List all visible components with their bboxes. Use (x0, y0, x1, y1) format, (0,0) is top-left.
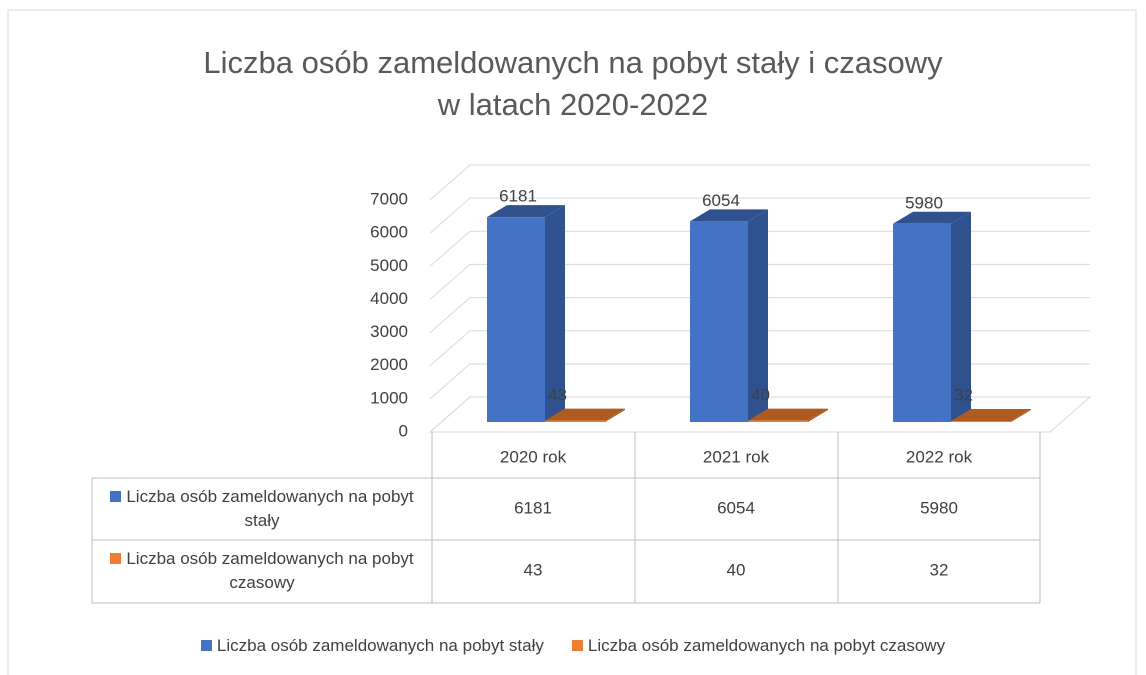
data-label: 32 (954, 385, 973, 404)
legend: Liczba osób zameldowanych na pobyt stały… (0, 636, 1146, 656)
grid-line (429, 297, 1090, 333)
bar-top (545, 408, 625, 421)
row-header: Liczba osób zameldowanych na pobyt czaso… (92, 547, 432, 595)
grid-line (429, 197, 1090, 234)
chart-border (7, 9, 1137, 675)
legend-swatch (571, 640, 583, 651)
bar-top (951, 408, 1031, 421)
row-header-label: Liczba osób zameldowanych na pobyt stały (126, 487, 414, 530)
y-tick-label: 6000 (370, 223, 408, 242)
bar-top (690, 209, 768, 222)
bar (951, 420, 1011, 422)
grid-line (429, 263, 1090, 300)
y-tick-label: 2000 (370, 355, 408, 374)
grid-line (429, 396, 1090, 433)
table-cell: 40 (727, 560, 746, 579)
bar (487, 217, 545, 422)
bar-top (487, 205, 565, 218)
grid-line (429, 164, 1090, 201)
legend-item: Liczba osób zameldowanych na pobyt stały (200, 636, 544, 655)
y-tick-label: 0 (399, 421, 408, 440)
legend-label: Liczba osób zameldowanych na pobyt stały (216, 636, 544, 655)
bar-side (1011, 408, 1031, 422)
table-cell: 6054 (717, 498, 755, 517)
row-header: Liczba osób zameldowanych na pobyt stały (92, 485, 432, 533)
grid-line (429, 230, 1090, 267)
legend-swatch (110, 491, 122, 502)
data-label: 43 (548, 385, 567, 404)
data-label: 6054 (702, 191, 740, 210)
legend-swatch (200, 640, 212, 651)
bar-side (748, 209, 768, 422)
table-cell: 43 (524, 560, 543, 579)
bar (690, 221, 748, 422)
data-label: 5980 (905, 193, 943, 212)
table-cell: 5980 (920, 498, 958, 517)
legend-swatch (110, 553, 122, 564)
chart-title: Liczba osób zameldowanych na pobyt stały… (203, 45, 943, 122)
y-tick-label: 7000 (370, 189, 408, 208)
grid-line (429, 363, 1090, 400)
bar-side (545, 205, 565, 422)
bar-top (893, 211, 971, 224)
bar-side (808, 408, 828, 422)
y-tick-label: 3000 (370, 322, 408, 341)
bar-side (951, 211, 971, 422)
bar-side (605, 408, 625, 422)
data-label: 40 (751, 385, 770, 404)
bar (545, 420, 605, 422)
y-tick-label: 4000 (370, 289, 408, 308)
bar (748, 420, 808, 422)
table-cell: 6181 (514, 498, 552, 517)
legend-item: Liczba osób zameldowanych na pobyt czaso… (571, 636, 946, 655)
table-cell: 32 (930, 560, 949, 579)
y-tick-label: 5000 (370, 256, 408, 275)
bar-top (748, 408, 828, 421)
bar (893, 223, 951, 422)
x-tick-label: 2022 rok (906, 447, 973, 466)
legend-label: Liczba osób zameldowanych na pobyt czaso… (587, 636, 946, 655)
x-tick-label: 2021 rok (703, 447, 770, 466)
data-label: 6181 (499, 187, 537, 206)
y-tick-label: 1000 (370, 388, 408, 407)
grid-line (429, 330, 1090, 367)
row-header-label: Liczba osób zameldowanych na pobyt czaso… (126, 549, 414, 592)
x-tick-label: 2020 rok (500, 447, 567, 466)
